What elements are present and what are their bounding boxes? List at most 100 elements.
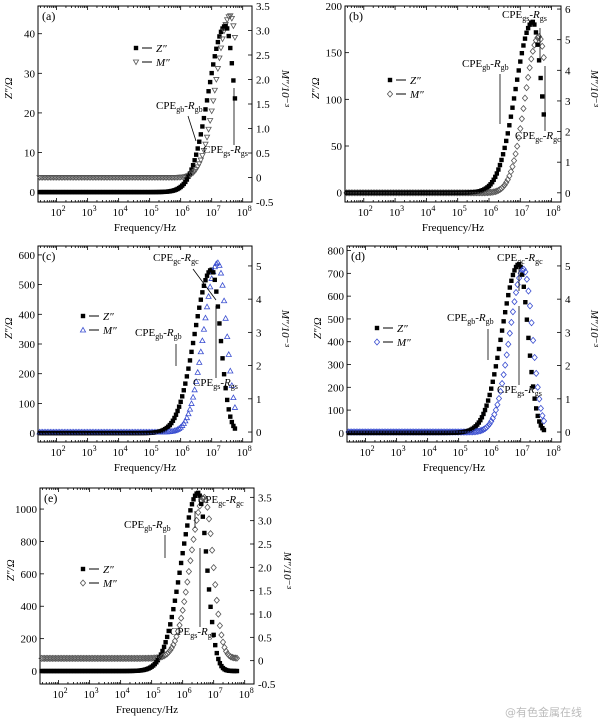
m-point: [525, 287, 532, 295]
z-point: [172, 598, 178, 603]
z-point: [218, 338, 224, 344]
z-point: [200, 124, 205, 129]
legend-marker: [80, 566, 86, 572]
m-point: [186, 405, 194, 412]
m-point: [528, 55, 535, 63]
z-point: [491, 177, 496, 182]
m-point: [226, 652, 233, 660]
y-right-axis-label: M″/10⁻³: [588, 69, 600, 108]
x-tick-label: 105: [453, 444, 468, 459]
y-left-tick-label: 600: [21, 569, 38, 581]
m-point: [498, 379, 506, 388]
y-right-tick-label: 6: [565, 4, 571, 16]
m-point: [540, 417, 548, 425]
m-point: [202, 314, 209, 321]
z-point: [476, 420, 482, 425]
z-point: [207, 79, 213, 85]
y-right-tick-label: 0: [258, 656, 264, 668]
z-point: [217, 661, 223, 666]
m-point: [205, 126, 212, 133]
y-left-axis-label: Z″/Ω: [3, 77, 15, 99]
z-point: [164, 634, 170, 640]
z-point: [513, 86, 518, 92]
m-point: [502, 361, 509, 369]
x-tick-label: 107: [206, 444, 221, 459]
x-tick-label: 103: [84, 686, 99, 701]
m-point: [217, 45, 225, 52]
panel-label: (a): [42, 9, 55, 23]
m-point: [194, 164, 202, 171]
y-right-tick-label: 1: [565, 157, 571, 169]
y-right-tick-label: 1.0: [256, 124, 270, 136]
m-point: [177, 423, 184, 430]
z-point: [507, 123, 512, 128]
z-point: [198, 297, 204, 302]
x-axis-label: Frequency/Hz: [422, 222, 484, 234]
z-point: [216, 656, 221, 662]
z-point: [197, 305, 202, 310]
legend-marker: [373, 338, 381, 346]
z-point: [199, 501, 204, 507]
z-point: [537, 419, 542, 424]
m-point: [200, 147, 208, 154]
annotation-label-1: CPEgb-Rgb: [124, 519, 171, 533]
x-tick-label: 107: [514, 204, 529, 219]
z-point: [506, 292, 511, 298]
m-point: [199, 337, 206, 344]
z-point: [183, 179, 188, 185]
z-point: [173, 412, 179, 417]
z-point: [489, 180, 495, 185]
z-point: [494, 171, 500, 176]
z-point: [231, 78, 236, 83]
m-point: [216, 622, 224, 630]
y-right-tick-label: 2.0: [256, 75, 270, 87]
z-point: [169, 614, 175, 620]
annotation-label-1: CPEgs-Rgs: [203, 144, 248, 158]
m-point: [205, 292, 212, 299]
x-tick-label: 106: [483, 204, 498, 219]
m-point: [181, 597, 188, 606]
z-point: [229, 419, 235, 425]
m-point: [471, 428, 478, 436]
m-point: [492, 406, 499, 414]
y-right-tick-label: 4: [565, 65, 571, 77]
y-left-tick-label: 150: [326, 48, 343, 60]
legend-entry: Z″: [156, 43, 167, 55]
annotation-label-2: CPEgc-Rgc: [515, 130, 561, 144]
x-tick-label: 105: [144, 444, 159, 459]
x-tick-label: 105: [452, 204, 467, 219]
m-point: [522, 268, 529, 276]
z-point: [497, 162, 503, 168]
z-point: [176, 404, 182, 409]
y-left-tick-label: 30: [24, 68, 36, 80]
m-point: [529, 47, 536, 55]
z-point: [226, 33, 231, 39]
y-left-tick-label: 100: [19, 398, 36, 410]
m-point: [503, 351, 510, 359]
z-point: [226, 407, 231, 412]
m-point: [506, 329, 513, 337]
z-point: [232, 96, 238, 101]
z-point: [535, 42, 540, 47]
z-point: [527, 353, 533, 358]
z-point: [217, 34, 222, 39]
x-tick-label: 104: [113, 444, 128, 459]
m-point: [195, 161, 203, 168]
m-point: [205, 515, 213, 523]
y-right-tick-label: 2: [565, 361, 571, 373]
z-point: [203, 278, 208, 283]
m-point: [540, 53, 547, 62]
m-point: [199, 494, 206, 502]
z-point: [206, 587, 212, 592]
panel-label: (d): [351, 249, 365, 263]
legend-entry: M″: [102, 325, 117, 337]
x-tick-label: 108: [546, 444, 561, 459]
annotation-label-0: CPEgc-Rgc: [198, 494, 244, 508]
m-point: [214, 66, 222, 72]
plot-frame: [346, 245, 562, 443]
z-point: [532, 396, 537, 401]
y-right-tick-label: 2: [565, 127, 571, 139]
y-left-tick-label: 600: [19, 250, 36, 262]
legend-entry: M″: [409, 89, 424, 101]
m-point: [219, 36, 226, 43]
